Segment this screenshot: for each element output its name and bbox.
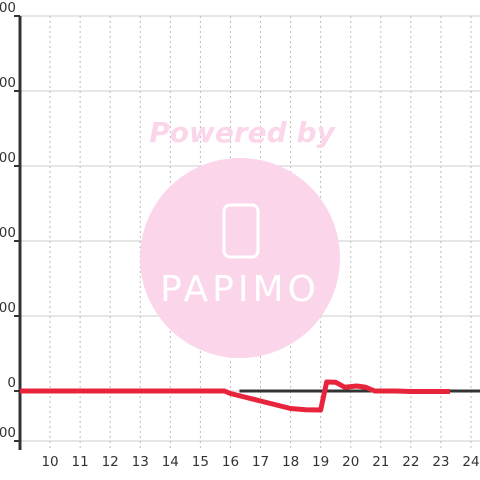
x-tick-label: 13 — [132, 454, 149, 470]
x-tick-label: 19 — [312, 454, 329, 470]
line-series — [20, 379, 450, 413]
x-tick-label: 12 — [102, 454, 119, 470]
x-tick-label: 11 — [72, 454, 89, 470]
x-tick-label: 14 — [162, 454, 179, 470]
watermark-text: PAPIMO — [160, 269, 320, 310]
x-tick-label: 24 — [462, 454, 479, 470]
x-tick-label: 10 — [41, 454, 58, 470]
x-tick-label: 15 — [192, 454, 209, 470]
watermark-icon — [222, 203, 260, 259]
y-tick-label: 90,000 — [0, 150, 16, 166]
y-tick-label: 120,000 — [0, 75, 16, 91]
y-tick-label: 150,000 — [0, 0, 16, 16]
x-tick-label: 22 — [402, 454, 419, 470]
y-tick-label: 30,000 — [0, 300, 16, 316]
watermark-text: Powered by — [149, 116, 336, 149]
x-tick-label: 20 — [342, 454, 359, 470]
x-tick-label: 18 — [282, 454, 299, 470]
watermark: Powered by PAPIMO — [140, 116, 340, 358]
x-tick-label: 16 — [222, 454, 239, 470]
x-tick-label: 23 — [432, 454, 449, 470]
y-tick-label: 0 — [7, 375, 16, 391]
y-tick-label: -20,000 — [0, 425, 16, 441]
x-tick-label: 21 — [372, 454, 389, 470]
x-tick-label: 17 — [252, 454, 269, 470]
y-tick-label: 60,000 — [0, 225, 16, 241]
